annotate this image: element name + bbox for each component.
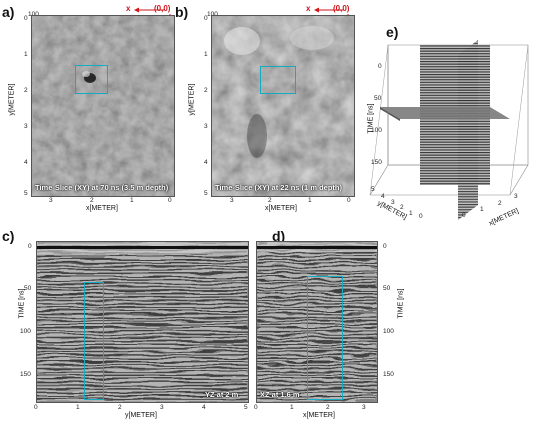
panel-a-texture xyxy=(32,16,174,196)
panel-a-y-tick: 0 xyxy=(24,15,28,22)
panel-b-target-box xyxy=(260,66,296,94)
panel-b-top-value: 100 xyxy=(207,11,218,18)
panel-b-y-tick: 1 xyxy=(204,51,208,58)
panel-a-y-tick: 3 xyxy=(24,123,28,130)
panel-d-target-box xyxy=(307,276,343,400)
panel-d-image: XZ at 1.6 m xyxy=(256,241,378,403)
panel-a-x-label: x[METER] xyxy=(86,205,118,212)
panel-a-target-box xyxy=(75,65,108,94)
panel-a-caption: Time-Slice (XY) at 70 ns (3.5 m depth) xyxy=(35,183,169,192)
panel-a-origin-label: (0,0) xyxy=(154,4,171,13)
panel-b-y-tick: 4 xyxy=(204,159,208,166)
panel-c-x-label: y[METER] xyxy=(125,412,157,419)
panel-e-x-tick: 1 xyxy=(480,206,484,213)
panel-b-y-tick: 5 xyxy=(204,190,208,197)
panel-c-image: YZ at 2 m xyxy=(36,241,249,403)
panel-c-x-tick: 1 xyxy=(76,404,80,411)
panel-a-x-tick: 2 xyxy=(90,197,94,204)
panel-d-y-tick: 0 xyxy=(383,243,387,250)
panel-a-top-value: 100 xyxy=(28,11,39,18)
panel-c-x-tick: 5 xyxy=(244,404,248,411)
panel-e-time-tick: 100 xyxy=(371,127,382,134)
panel-b-texture xyxy=(212,16,354,196)
panel-a-y-tick: 2 xyxy=(24,87,28,94)
panel-c-x-tick: 0 xyxy=(34,404,38,411)
panel-c-y-label: TIME [ns] xyxy=(18,288,26,319)
panel-b-x-label: x[METER] xyxy=(265,205,297,212)
panel-e-x-tick: 0 xyxy=(462,212,466,219)
panel-c-target-box xyxy=(84,282,104,400)
panel-d-y-tick: 50 xyxy=(383,285,391,292)
panel-d-x-tick: 2 xyxy=(326,404,330,411)
panel-b-x-tick: 1 xyxy=(308,197,312,204)
panel-a-x-symbol: x xyxy=(126,4,131,13)
panel-e-time-tick: 0 xyxy=(378,63,382,70)
panel-c-y-tick: 0 xyxy=(28,243,32,250)
panel-c-x-tick: 4 xyxy=(202,404,206,411)
panel-c-y-tick: 100 xyxy=(20,328,31,335)
panel-c-x-tick: 2 xyxy=(118,404,122,411)
panel-b-y-tick: 3 xyxy=(204,123,208,130)
panel-b-image: Time-Slice (XY) at 22 ns (1 m depth) xyxy=(211,15,355,197)
panel-c-x-tick: 3 xyxy=(160,404,164,411)
panel-b-x-tick: 0 xyxy=(347,197,351,204)
panel-d-texture xyxy=(257,242,377,402)
panel-e-time-tick: 50 xyxy=(374,95,382,102)
panel-a-x-tick: 1 xyxy=(130,197,134,204)
panel-d-y-tick: 100 xyxy=(383,328,394,335)
panel-b-x-arrow-icon xyxy=(314,7,344,13)
panel-a-image: Time-Slice (XY) at 70 ns (3.5 m depth) xyxy=(31,15,175,197)
panel-a-x-tick: 0 xyxy=(168,197,172,204)
panel-label-a: a) xyxy=(2,4,15,20)
panel-e-y-tick: 0 xyxy=(419,213,423,220)
panel-e-y-tick: 5 xyxy=(371,186,375,193)
panel-b-origin-label: (0,0) xyxy=(333,4,350,13)
panel-label-c: c) xyxy=(2,228,15,244)
panel-e-y-tick: 4 xyxy=(381,193,385,200)
panel-d-caption: XZ at 1.6 m xyxy=(260,390,300,399)
panel-e-y-tick: 1 xyxy=(409,210,413,217)
panel-c-texture xyxy=(37,242,248,402)
panel-a-x-tick: 3 xyxy=(49,197,53,204)
panel-c-y-tick: 50 xyxy=(24,285,32,292)
panel-d-x-tick: 1 xyxy=(290,404,294,411)
panel-a-y-tick: 1 xyxy=(24,51,28,58)
panel-e-x-tick: 3 xyxy=(514,193,518,200)
panel-b-x-tick: 2 xyxy=(268,197,272,204)
panel-b-x-tick: 3 xyxy=(230,197,234,204)
panel-b-caption: Time-Slice (XY) at 22 ns (1 m depth) xyxy=(215,183,342,192)
panel-label-b: b) xyxy=(175,4,189,20)
panel-c-y-tick: 150 xyxy=(20,371,31,378)
panel-d-x-tick: 3 xyxy=(362,404,366,411)
panel-d-y-tick: 150 xyxy=(383,371,394,378)
panel-e-y-tick: 3 xyxy=(391,199,395,206)
panel-d-x-tick: 0 xyxy=(254,404,258,411)
panel-label-e: e) xyxy=(386,24,399,40)
panel-a-y-label: y[METER] xyxy=(8,83,16,116)
panel-b-y-tick: 2 xyxy=(204,87,208,94)
panel-b-y-tick: 0 xyxy=(204,15,208,22)
panel-b-x-symbol: x xyxy=(306,4,311,13)
panel-a-x-arrow-icon xyxy=(134,7,164,13)
panel-e-time-label: TIME [ns] xyxy=(367,103,375,134)
panel-a-y-tick: 4 xyxy=(24,159,28,166)
panel-e-x-tick: 2 xyxy=(498,200,502,207)
panel-e-y-tick: 2 xyxy=(400,204,404,211)
panel-e-time-tick: 150 xyxy=(371,159,382,166)
panel-a-y-tick: 5 xyxy=(24,190,28,197)
panel-d-x-label: x[METER] xyxy=(303,412,335,419)
panel-b-y-label: y[METER] xyxy=(188,83,196,116)
panel-label-d: d) xyxy=(272,228,286,244)
panel-c-caption: YZ at 2 m xyxy=(205,390,239,399)
panel-d-y-label: TIME [ns] xyxy=(397,288,405,319)
panel-e-cube xyxy=(369,40,529,220)
